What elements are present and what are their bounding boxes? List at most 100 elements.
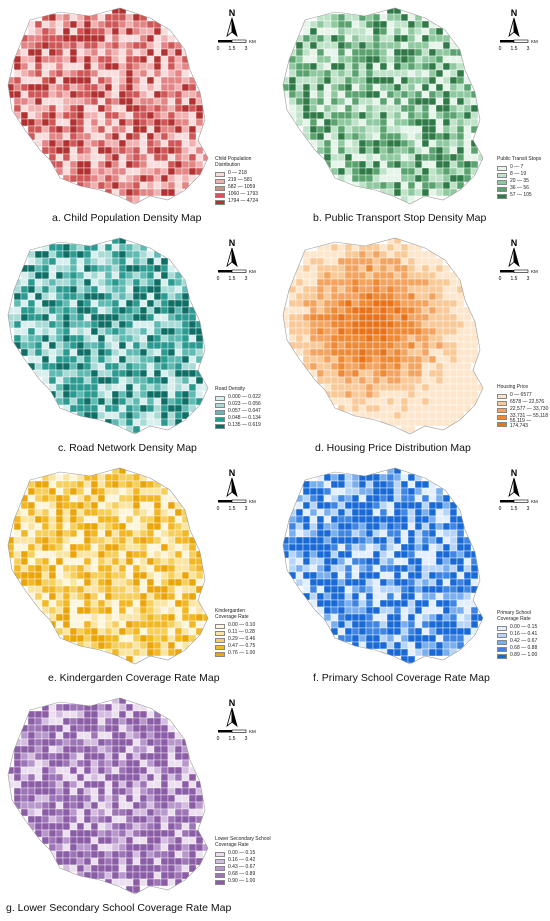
grid-cell — [351, 620, 360, 629]
grid-cell — [358, 578, 367, 587]
grid-cell — [337, 20, 346, 29]
grid-cell — [160, 571, 169, 580]
grid-cell — [146, 599, 155, 608]
grid-cell — [34, 515, 43, 524]
grid-cell — [316, 494, 325, 503]
grid-cell — [167, 167, 176, 176]
legend-item: 0 — 218 — [215, 170, 275, 178]
grid-cell — [111, 759, 120, 768]
grid-cell — [379, 536, 388, 545]
grid-cell — [139, 557, 148, 566]
legend-item: 219 — 581 — [215, 177, 275, 185]
grid-cell — [463, 592, 472, 601]
grid-cell — [62, 369, 71, 378]
grid-cell — [316, 257, 325, 266]
grid-cell — [90, 83, 99, 92]
grid-cell — [69, 41, 78, 50]
grid-cell — [372, 146, 381, 155]
legend-item: 36 — 56 — [497, 186, 541, 193]
grid-cell — [302, 62, 311, 71]
grid-cell — [309, 543, 318, 552]
grid-cell — [188, 571, 197, 580]
grid-cell — [41, 592, 50, 601]
grid-cell — [48, 550, 57, 559]
grid-cell — [295, 278, 304, 287]
grid-cell — [125, 641, 134, 650]
grid-cell — [132, 557, 141, 566]
grid-cell — [139, 271, 148, 280]
grid-cell — [344, 327, 353, 336]
grid-cell — [146, 850, 155, 859]
grid-cell — [393, 27, 402, 36]
grid-cell — [48, 808, 57, 817]
grid-cell — [34, 780, 43, 789]
grid-cell — [174, 132, 183, 141]
grid-cell — [442, 641, 451, 650]
grid-cell — [41, 766, 50, 775]
grid-cell — [174, 69, 183, 78]
grid-cell — [351, 571, 360, 580]
grid-cell — [146, 188, 155, 197]
grid-cell — [407, 69, 416, 78]
grid-cell — [407, 376, 416, 385]
grid-cell — [104, 815, 113, 824]
grid-cell — [160, 745, 169, 754]
grid-cell — [379, 299, 388, 308]
grid-cell — [62, 738, 71, 747]
grid-cell — [13, 69, 22, 78]
grid-cell — [295, 97, 304, 106]
grid-cell — [449, 125, 458, 134]
grid-cell — [62, 341, 71, 350]
grid-cell — [379, 271, 388, 280]
grid-cell — [111, 383, 120, 392]
grid-cell — [365, 90, 374, 99]
grid-cell — [372, 160, 381, 169]
grid-cell — [20, 83, 29, 92]
legend-item: 0.68 — 0.88 — [497, 645, 545, 653]
grid-cell — [111, 473, 120, 482]
grid-cell — [337, 257, 346, 266]
grid-cell — [167, 188, 176, 197]
grid-cell — [323, 76, 332, 85]
grid-cell — [41, 773, 50, 782]
grid-cell — [118, 348, 127, 357]
grid-cell — [302, 508, 311, 517]
grid-cell — [414, 76, 423, 85]
grid-cell — [414, 306, 423, 315]
grid-cell — [365, 550, 374, 559]
grid-cell — [188, 857, 197, 866]
grid-cell — [55, 334, 64, 343]
choropleth-map — [282, 7, 484, 205]
grid-cell — [358, 299, 367, 308]
grid-cell — [463, 146, 472, 155]
grid-cell — [69, 864, 78, 873]
grid-cell — [295, 264, 304, 273]
grid-cell — [379, 250, 388, 259]
grid-cell — [27, 724, 36, 733]
grid-cell — [27, 111, 36, 120]
grid-cell — [55, 104, 64, 113]
grid-cell — [309, 578, 318, 587]
grid-cell — [55, 285, 64, 294]
grid-cell — [428, 648, 437, 657]
grid-cell — [337, 76, 346, 85]
grid-cell — [330, 13, 339, 22]
grid-cell — [104, 745, 113, 754]
grid-cell — [76, 843, 85, 852]
grid-cell — [104, 480, 113, 489]
grid-cell — [48, 55, 57, 64]
grid-cell — [139, 376, 148, 385]
grid-cell — [358, 334, 367, 343]
grid-cell — [13, 306, 22, 315]
grid-cell — [379, 571, 388, 580]
grid-cell — [358, 564, 367, 573]
grid-cell — [48, 592, 57, 601]
grid-cell — [139, 836, 148, 845]
grid-cell — [27, 278, 36, 287]
grid-cell — [435, 160, 444, 169]
grid-cell — [111, 641, 120, 650]
grid-cell — [344, 34, 353, 43]
grid-cell — [111, 369, 120, 378]
grid-cell — [365, 97, 374, 106]
study-area-boundary — [7, 467, 209, 665]
